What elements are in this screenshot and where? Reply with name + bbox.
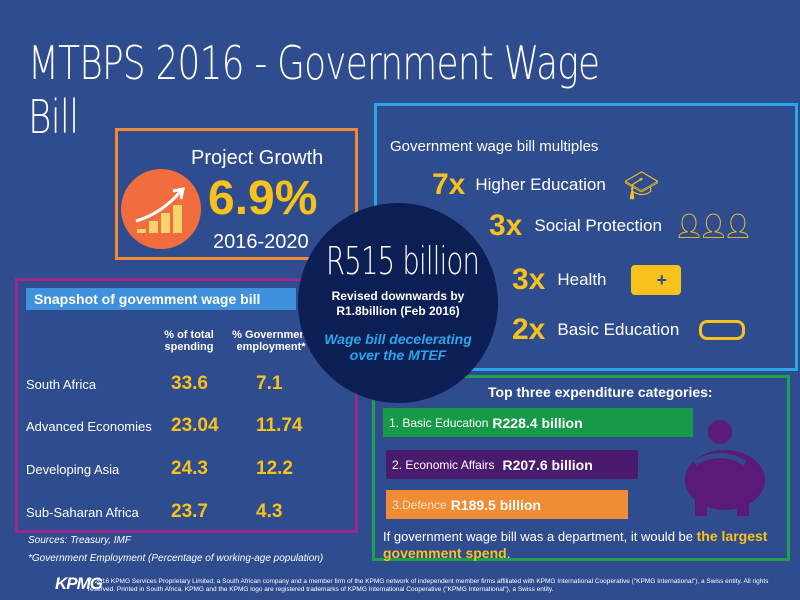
wage-bill-total: R515 billion <box>326 239 480 283</box>
expenditure-bar: 2. Economic Affairs R207.6 billion <box>386 450 638 479</box>
diploma-icon <box>699 320 746 340</box>
table-row: South Africa 33.6 7.1 <box>26 373 346 395</box>
multiple-row: 2x Basic Education <box>512 313 746 347</box>
growth-label: Project Growth <box>191 147 324 169</box>
revision-note: Revised downwards by R1.8billion (Feb 20… <box>331 289 465 318</box>
expenditure-bar: 3.Defence R189.5 billion <box>386 490 628 519</box>
multiple-row: 3x Health + <box>512 263 681 297</box>
employment-value: 12.2 <box>256 458 293 479</box>
spending-value: 24.3 <box>171 458 208 479</box>
multiple-value: 3x <box>489 209 523 242</box>
sources-note: Sources: Treasury, IMF <box>28 535 131 546</box>
category-amount: R189.5 billion <box>450 496 541 513</box>
growth-box: Project Growth 6.9% 2016-2020 <box>115 128 358 260</box>
expenditure-heading: Top three expenditure categories: <box>488 384 713 400</box>
country-name: South Africa <box>26 377 97 392</box>
growth-value: 6.9% <box>208 172 318 225</box>
footnote: *Government Employment (Percentage of wo… <box>28 553 324 564</box>
ambulance-icon: + <box>630 265 681 295</box>
multiple-row: 7x Higher Education 🎓︎ <box>432 168 659 202</box>
expenditure-bar: 1. Basic Education R228.4 billion <box>383 408 693 437</box>
snapshot-heading: Snapshot of govemment wage bill <box>26 288 296 310</box>
snapshot-box: Snapshot of govemment wage bill % of tot… <box>15 278 358 533</box>
spending-value: 23.04 <box>171 415 219 436</box>
table-row: Developing Asia 24.3 12.2 <box>26 458 346 480</box>
multiple-value: 7x <box>432 168 466 201</box>
conclusion-end: . <box>506 546 511 561</box>
conclusion-highlight: the largest govemment spend <box>383 528 768 561</box>
page-title: MTBPS 2016 - Government Wage Bill <box>28 36 600 144</box>
expenditure-box: Top three expenditure categories: 1. Bas… <box>372 375 790 561</box>
category-amount: R228.4 billion <box>492 414 583 431</box>
country-name: Advanced Economies <box>26 419 152 434</box>
multiple-label: Health <box>557 270 607 289</box>
employment-value: 7.1 <box>256 373 283 394</box>
col-header-employment: % Government employment* <box>232 329 310 353</box>
country-name: Sub-Saharan Africa <box>26 505 139 520</box>
category-label: 1. Basic Education <box>389 415 489 430</box>
deceleration-note: Wage bill decelerating over the MTEF <box>324 331 472 363</box>
multiples-heading: Government wage bill multiples <box>390 138 599 155</box>
rising-bar-chart-icon <box>121 169 201 249</box>
conclusion-text: If government wage bill was a department… <box>383 528 788 562</box>
employment-value: 11.74 <box>256 415 303 436</box>
category-label: 3.Defence <box>392 497 447 512</box>
col-header-spending: % of total spending <box>164 329 214 353</box>
copyright-text: © 2016 KPMG Services Proprietary Limited… <box>88 578 769 593</box>
multiples-box: Government wage bill multiples 7x Higher… <box>374 103 798 371</box>
table-row: Advanced Economies 23.04 11.74 <box>26 415 346 437</box>
multiple-label: Basic Education <box>557 320 680 339</box>
multiple-label: Higher Education <box>475 175 606 194</box>
people-group-icon: 👤︎👤︎👤︎ <box>673 212 753 240</box>
employment-value: 4.3 <box>256 501 283 522</box>
country-name: Developing Asia <box>26 462 120 477</box>
multiple-row: 3x Social Protection 👤︎👤︎👤︎ <box>489 209 753 243</box>
spending-value: 23.7 <box>171 501 208 522</box>
category-label: 2. Economic Affairs <box>392 457 495 472</box>
multiple-value: 3x <box>512 263 546 296</box>
piggy-bank-icon <box>675 418 775 518</box>
growth-period: 2016-2020 <box>213 231 309 253</box>
multiple-label: Social Protection <box>534 216 662 235</box>
multiple-value: 2x <box>512 313 546 346</box>
wage-bill-circle: R515 billion Revised downwards by R1.8bi… <box>298 203 498 403</box>
graduation-cap-icon: 🎓︎ <box>623 169 660 201</box>
conclusion-lead: If government wage bill was a department… <box>383 529 697 544</box>
kpmg-logo: KPMG <box>55 574 103 593</box>
category-amount: R207.6 billion <box>502 456 593 473</box>
spending-value: 33.6 <box>171 373 208 394</box>
table-row: Sub-Saharan Africa 23.7 4.3 <box>26 501 346 523</box>
